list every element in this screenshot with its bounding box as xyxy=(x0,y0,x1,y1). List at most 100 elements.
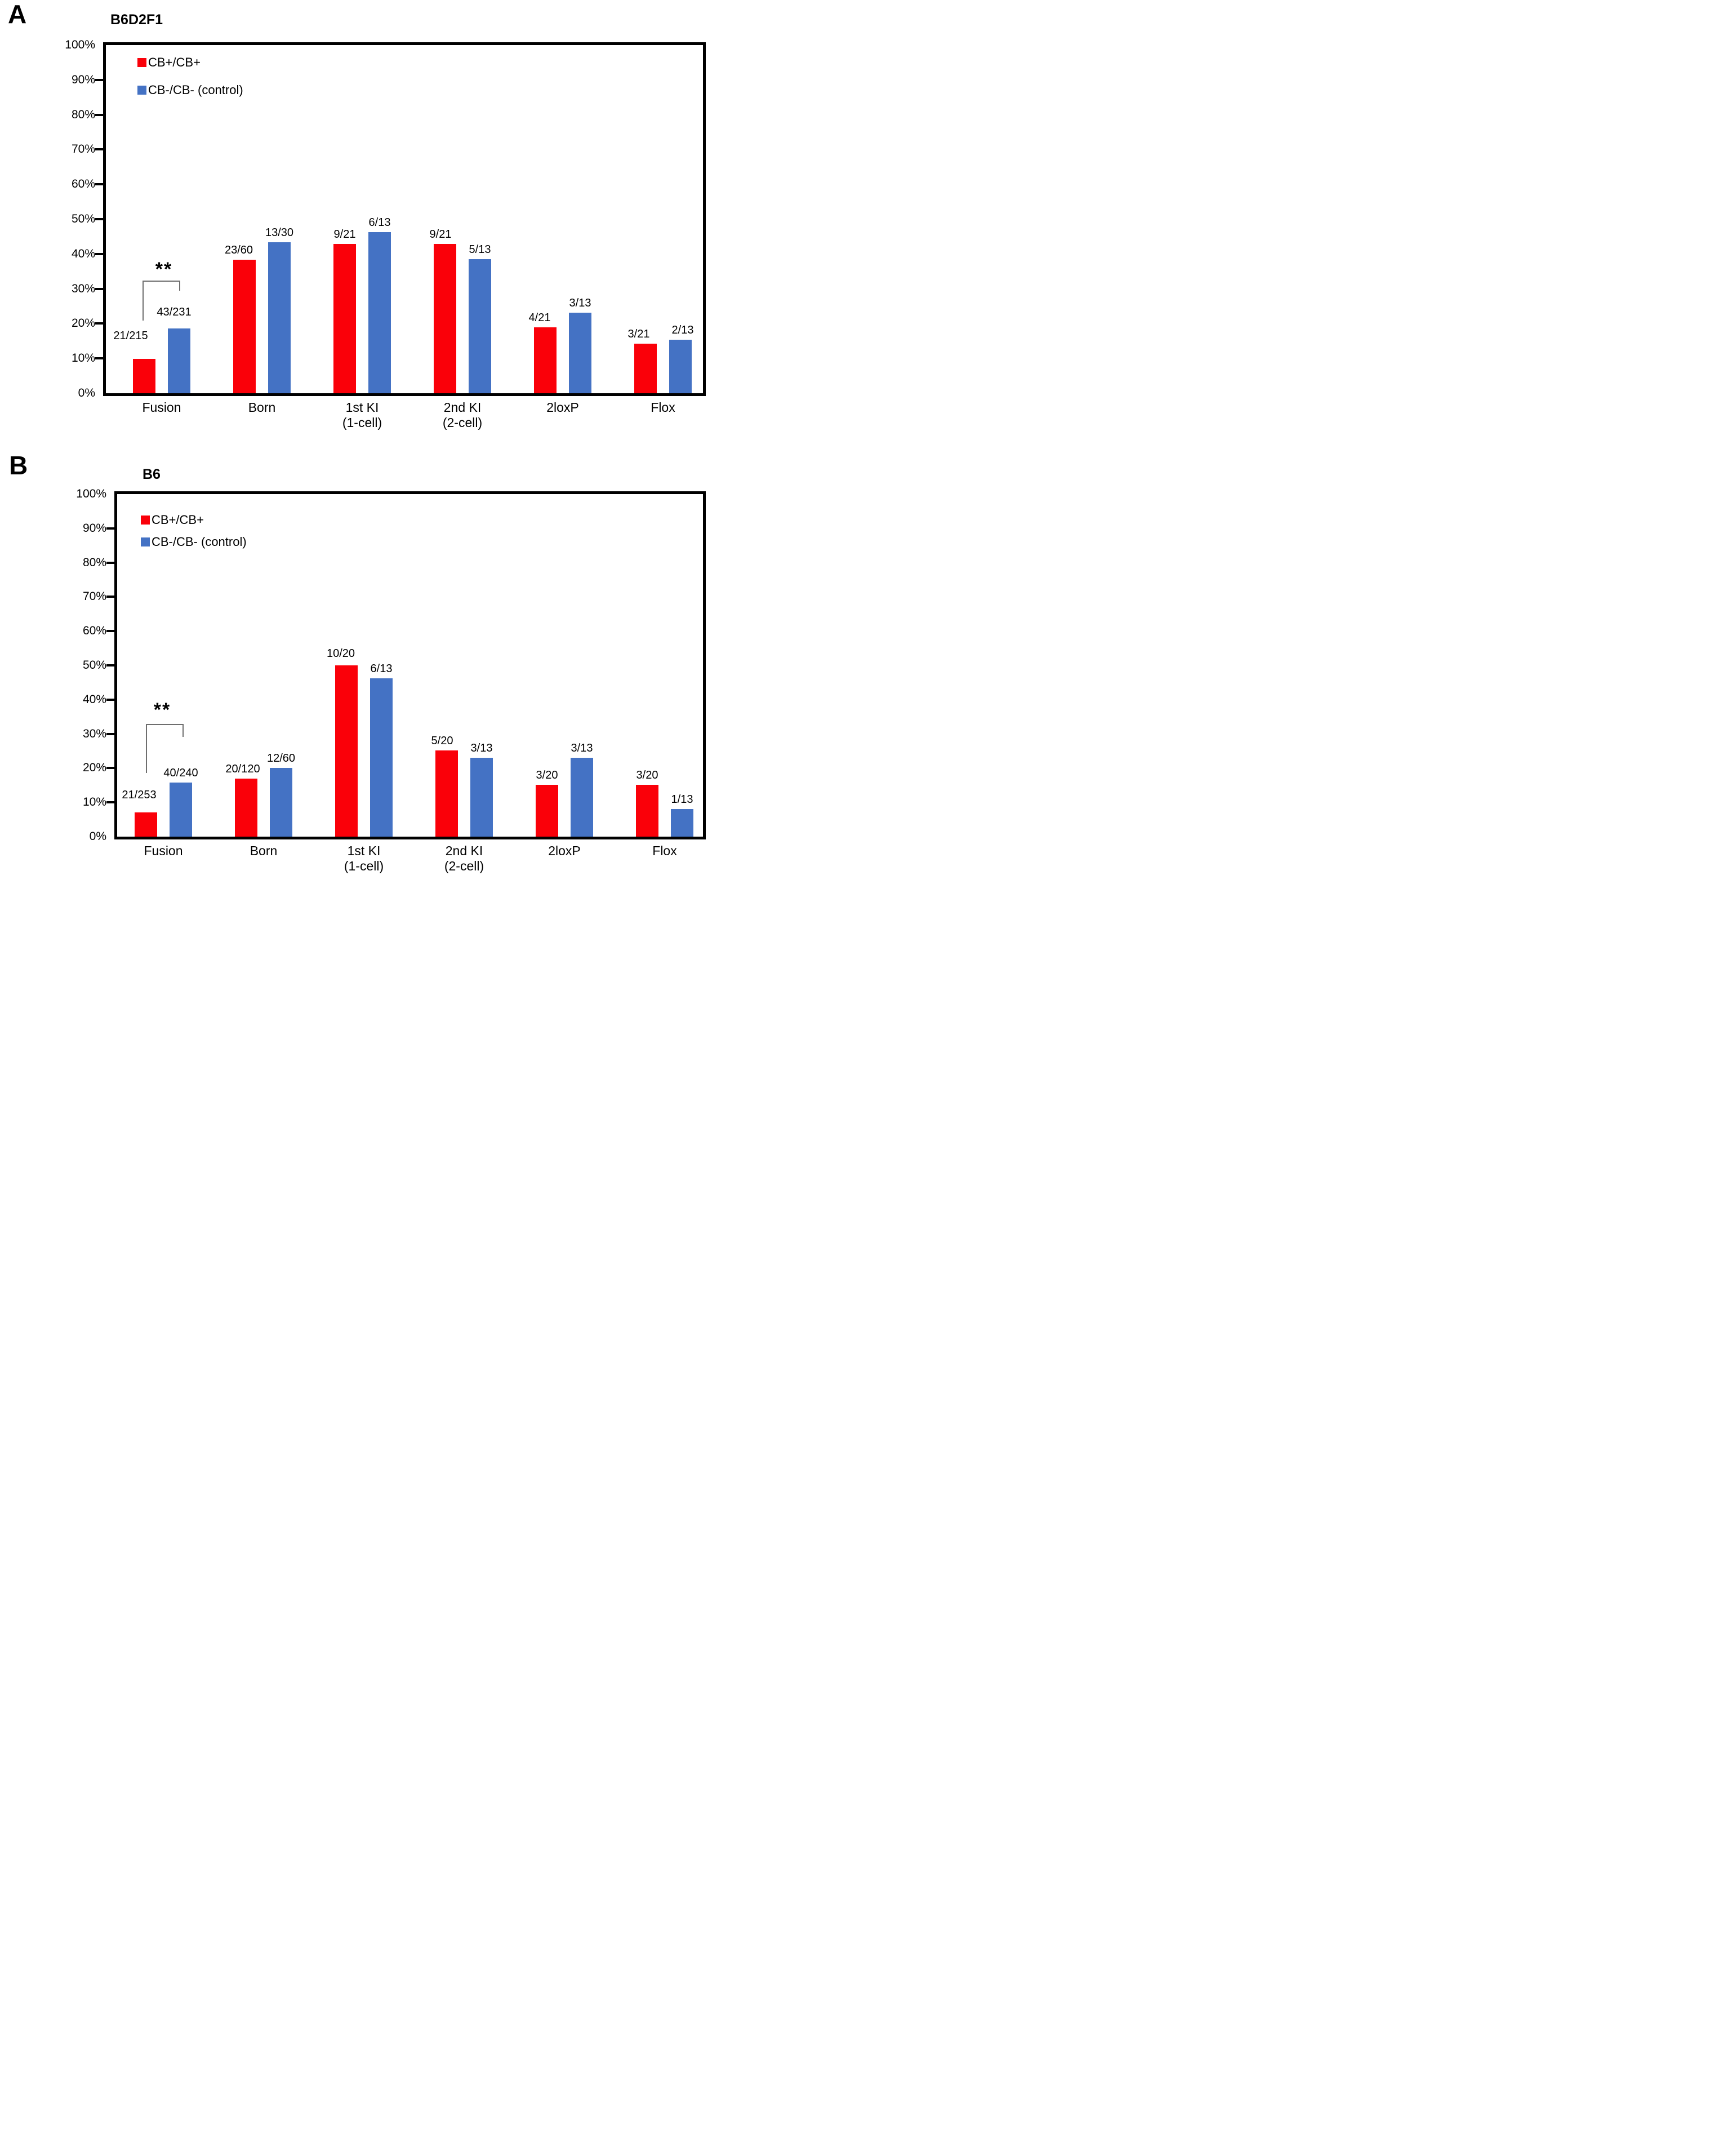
y-axis-tick xyxy=(106,698,114,701)
value-label: 9/21 xyxy=(333,228,356,241)
y-axis-label: 70% xyxy=(82,590,106,603)
x-category-label: Born xyxy=(250,843,278,858)
x-category-label: 2loxP xyxy=(546,400,579,415)
value-label: 10/20 xyxy=(326,647,355,660)
legend-label: CB-/CB- (control) xyxy=(148,83,243,97)
legend-swatch-blue xyxy=(137,86,146,95)
legend-swatch-red xyxy=(141,516,150,525)
y-axis-label: 80% xyxy=(82,556,106,569)
significance-bracket-left-drop xyxy=(146,724,147,773)
y-axis-label: 0% xyxy=(89,830,106,843)
y-axis-label: 20% xyxy=(71,317,95,330)
y-axis-label: 60% xyxy=(82,624,106,638)
value-label: 21/215 xyxy=(113,330,148,343)
legend-label: CB-/CB- (control) xyxy=(152,535,247,549)
y-axis-tick xyxy=(95,252,103,255)
bar-cb-minus-control xyxy=(268,242,291,393)
value-label: 2/13 xyxy=(671,323,694,336)
y-axis-tick xyxy=(95,322,103,325)
panel-a-title: B6D2F1 xyxy=(110,12,163,28)
bar-cb-plus xyxy=(335,665,358,837)
x-category-label: Born xyxy=(248,400,276,415)
value-label: 5/13 xyxy=(469,243,491,256)
y-axis-tick xyxy=(95,287,103,290)
y-axis-label: 50% xyxy=(71,212,95,225)
value-label: 3/13 xyxy=(569,297,591,310)
legend-label: CB+/CB+ xyxy=(148,55,201,69)
y-axis-tick xyxy=(106,664,114,666)
value-label: 43/231 xyxy=(157,306,192,319)
bar-cb-plus xyxy=(135,812,157,837)
bar-cb-minus-control xyxy=(270,768,292,837)
x-category-label: (2-cell) xyxy=(444,859,484,873)
bar-cb-plus xyxy=(534,327,557,393)
value-label: 3/13 xyxy=(571,741,593,754)
plot-area xyxy=(114,491,706,839)
bar-cb-plus xyxy=(434,243,456,393)
bar-cb-plus xyxy=(233,260,256,393)
bar-cb-minus-control xyxy=(170,782,192,837)
value-label: 3/20 xyxy=(536,768,558,781)
y-axis-tick xyxy=(95,183,103,186)
y-axis-tick xyxy=(106,801,114,804)
value-label: 6/13 xyxy=(370,663,393,676)
value-label: 13/30 xyxy=(265,226,294,239)
legend-swatch-red xyxy=(137,58,146,67)
y-axis-label: 90% xyxy=(82,521,106,535)
bar-cb-minus-control xyxy=(571,757,593,837)
value-label: 20/120 xyxy=(225,762,260,775)
bar-cb-minus-control xyxy=(470,757,493,837)
value-label: 3/13 xyxy=(470,741,493,754)
y-axis-tick xyxy=(106,767,114,770)
x-category-label: Flox xyxy=(651,400,675,415)
significance-stars: ** xyxy=(155,259,173,280)
y-axis-label: 0% xyxy=(78,386,95,399)
panel-a: A B6D2F1 0% 10% 20% 30% 40% 50% 60% 70% 80% 90% 10… xyxy=(0,0,721,448)
value-label: 4/21 xyxy=(528,311,551,324)
value-label: 9/21 xyxy=(429,228,452,241)
panel-b: B B6 0% 10% 20% 30% 40% 50% 60% 70% 80% 90% 100% 21… xyxy=(0,448,721,886)
significance-bracket-right-drop xyxy=(182,724,184,737)
bar-cb-minus-control xyxy=(669,339,692,393)
value-label: 12/60 xyxy=(266,752,296,765)
bar-cb-minus-control xyxy=(370,678,393,837)
bar-cb-plus xyxy=(636,784,658,837)
y-axis-tick xyxy=(106,561,114,564)
y-axis-label: 90% xyxy=(71,73,95,86)
y-axis-tick xyxy=(95,113,103,116)
x-category-label: (1-cell) xyxy=(344,859,384,873)
plot-area xyxy=(103,42,706,396)
x-category-label: (1-cell) xyxy=(342,415,382,430)
y-axis-label: 100% xyxy=(76,487,106,500)
y-axis-label: 100% xyxy=(65,38,95,51)
y-axis-label: 50% xyxy=(82,659,106,672)
y-axis-tick xyxy=(95,148,103,151)
y-axis-label: 40% xyxy=(71,247,95,260)
value-label: 3/21 xyxy=(627,327,650,340)
value-label: 3/20 xyxy=(636,768,658,781)
y-axis-tick xyxy=(106,732,114,735)
value-label: 5/20 xyxy=(431,734,453,747)
y-axis-label: 70% xyxy=(71,143,95,156)
bar-cb-plus xyxy=(435,750,458,837)
bar-cb-plus xyxy=(133,359,155,393)
y-axis-label: 10% xyxy=(82,796,106,809)
bar-cb-minus-control xyxy=(469,259,491,393)
y-axis-label: 40% xyxy=(82,692,106,706)
x-category-label: 1st KI xyxy=(345,400,379,415)
bar-cb-plus xyxy=(536,784,558,837)
y-axis-tick xyxy=(106,630,114,633)
legend-label: CB+/CB+ xyxy=(152,513,204,527)
y-axis-tick xyxy=(95,218,103,220)
value-label: 6/13 xyxy=(368,216,391,229)
bar-cb-minus-control xyxy=(671,809,693,837)
significance-bracket-horizontal xyxy=(143,281,180,282)
x-category-label: 1st KI xyxy=(347,843,381,858)
y-axis-tick xyxy=(95,357,103,360)
x-category-label: (2-cell) xyxy=(442,415,483,430)
bar-cb-plus xyxy=(333,243,356,393)
panel-b-title: B6 xyxy=(143,466,161,482)
legend-swatch-blue xyxy=(141,537,150,546)
x-category-label: Fusion xyxy=(144,843,183,858)
y-axis-tick xyxy=(106,527,114,530)
